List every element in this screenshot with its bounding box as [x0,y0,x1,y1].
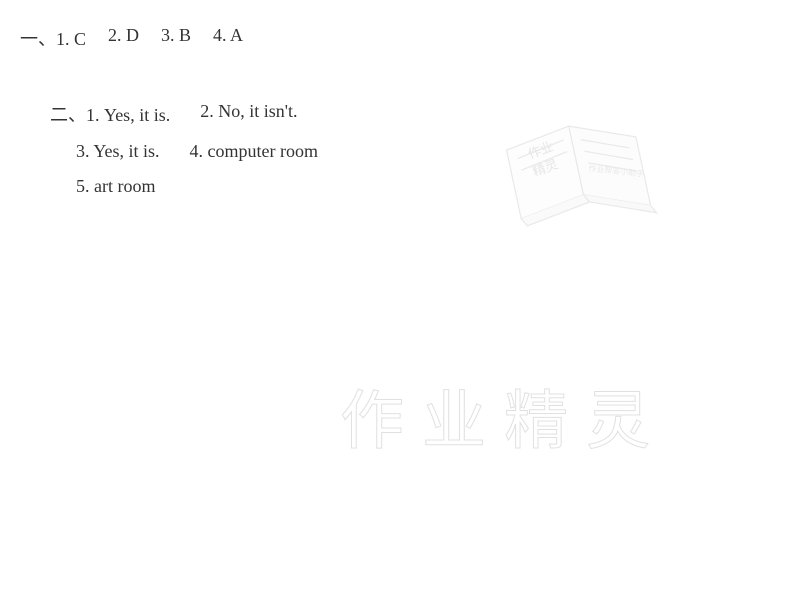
answer-item: 1. C [56,29,86,49]
answer-item: 3. Yes, it is. [76,141,160,162]
answer-row: 二、1. Yes, it is. 2. No, it isn't. [50,101,780,127]
answer-item: 1. Yes, it is. [86,105,170,125]
section-one: 一、1. C 2. D 3. B 4. A [20,25,780,51]
watermark-book-icon: 作业 精灵 作业帮答小助手 [481,88,679,252]
answer-item: 2. No, it isn't. [200,101,297,127]
answer-item: 4. computer room [190,141,318,162]
section-one-label: 一、1. C [20,25,86,51]
answer-item: 3. B [161,25,191,51]
section-label-text: 一、 [20,29,56,49]
section-label-text: 二、 [50,105,86,125]
answer-row: 3. Yes, it is. 4. computer room [50,141,780,162]
answer-item: 4. A [213,25,243,51]
answer-content: 一、1. C 2. D 3. B 4. A 二、1. Yes, it is. 2… [0,0,800,236]
answer-item: 2. D [108,25,139,51]
section-two-label: 二、1. Yes, it is. [50,101,170,127]
watermark-text: 作业精灵 [340,370,668,462]
answer-item: 5. art room [76,176,155,197]
